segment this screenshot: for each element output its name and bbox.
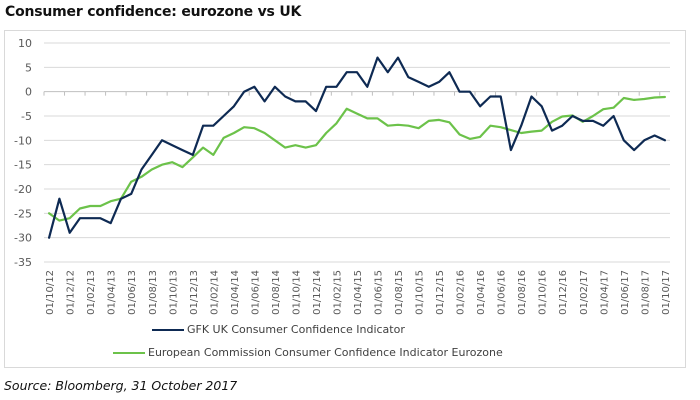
x-tick-label: 01/10/16	[538, 270, 549, 315]
legend-label-eurozone: European Commission Consumer Confidence …	[148, 346, 503, 359]
legend-item-eurozone: European Commission Consumer Confidence …	[113, 346, 503, 359]
x-tick-label: 01/02/16	[456, 270, 467, 315]
x-tick-label: 01/02/13	[86, 270, 97, 315]
x-tick-label: 01/08/13	[148, 270, 159, 315]
x-tick-label: 01/04/17	[599, 270, 610, 315]
source-note: Source: Bloomberg, 31 October 2017	[4, 378, 238, 393]
series-line-uk	[47, 56, 667, 239]
x-tick-label: 01/08/15	[394, 270, 405, 315]
x-tick-label: 01/06/16	[497, 270, 508, 315]
legend-swatch-uk	[152, 328, 184, 331]
x-tick-label: 01/12/12	[66, 270, 77, 315]
x-tick-label: 01/12/16	[558, 270, 569, 315]
x-tick-label: 01/12/14	[312, 270, 323, 315]
x-tick-label: 01/10/14	[291, 270, 302, 315]
x-tick-label: 01/10/17	[661, 270, 672, 315]
legend-item-uk: GFK UK Consumer Confidence Indicator	[152, 323, 405, 336]
y-tick-label: 5	[25, 61, 32, 74]
y-tick-label: -15	[14, 159, 32, 172]
x-tick-label: 01/10/15	[415, 270, 426, 315]
y-tick-label: -10	[14, 134, 32, 147]
chart-title: Consumer confidence: eurozone vs UK	[5, 4, 302, 20]
y-tick-label: -5	[21, 110, 32, 123]
x-tick-label: 01/08/14	[271, 270, 282, 315]
x-tick-label: 01/12/15	[435, 270, 446, 315]
gridlines	[44, 42, 670, 263]
y-tick-label: 10	[18, 37, 32, 50]
x-tick-label: 01/06/17	[620, 270, 631, 315]
y-tick-label: -30	[14, 232, 32, 245]
x-tick-label: 01/04/15	[353, 270, 364, 315]
x-tick-label: 01/02/17	[579, 270, 590, 315]
x-tick-label: 01/02/15	[332, 270, 343, 315]
series-line-eurozone	[47, 95, 667, 222]
y-tick-label: -25	[14, 207, 32, 220]
y-tick-label: 0	[25, 86, 32, 99]
x-tick-label: 01/08/17	[640, 270, 651, 315]
x-tick-label: 01/04/16	[476, 270, 487, 315]
x-tick-label: 01/10/12	[45, 270, 56, 315]
series-lines	[47, 56, 667, 239]
x-tick-label: 01/04/13	[107, 270, 118, 315]
x-tick-label: 01/02/14	[209, 270, 220, 315]
y-tick-label: -35	[14, 256, 32, 269]
x-tick-label: 01/12/13	[189, 270, 200, 315]
x-tick-label: 01/08/16	[517, 270, 528, 315]
x-axis: 01/10/12 01/12/12 01/02/13 01/04/13 01/06/13…	[43, 91, 672, 315]
chart-frame	[4, 30, 686, 368]
y-axis-tick-labels: 10 5 0 -5 -10 -15 -20 -25 -30 -35	[14, 37, 32, 269]
legend-swatch-eurozone	[113, 351, 145, 354]
legend-label-uk: GFK UK Consumer Confidence Indicator	[187, 323, 405, 336]
x-tick-label: 01/06/15	[374, 270, 385, 315]
x-tick-label: 01/06/13	[127, 270, 138, 315]
x-tick-label: 01/06/14	[250, 270, 261, 315]
x-tick-label: 01/10/13	[168, 270, 179, 315]
y-tick-label: -20	[14, 183, 32, 196]
x-tick-label: 01/04/14	[230, 270, 241, 315]
